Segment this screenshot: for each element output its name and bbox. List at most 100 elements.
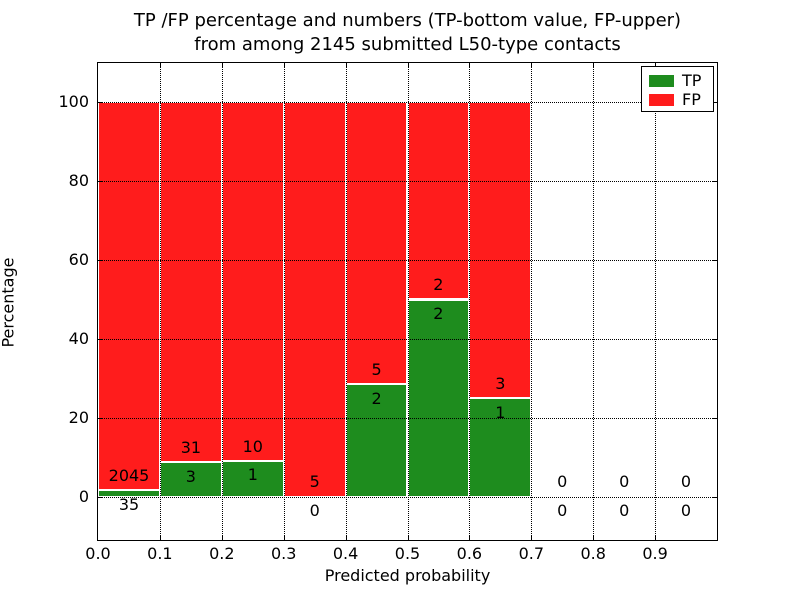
vertical-gridline (159, 63, 161, 540)
fp-count-label: 0 (680, 472, 692, 492)
tp-count-label: 1 (247, 465, 258, 485)
fp-color-swatch (649, 93, 674, 106)
x-tick-mark-bottom (159, 535, 161, 540)
fp-count-label: 3 (495, 373, 506, 393)
chart-title-line2: from among 2145 submitted L50-type conta… (194, 34, 621, 55)
y-tick-label: 20 (68, 407, 89, 427)
fp-count-label: 5 (371, 359, 382, 379)
y-tick-mark-right (712, 496, 717, 498)
x-tick-label: 0.1 (147, 544, 173, 563)
tp-bar-segment (469, 398, 532, 497)
grid-layer (98, 63, 717, 540)
tp-bar-segment (98, 490, 160, 497)
x-tick-label: 0.0 (85, 544, 111, 563)
tp-count-label: 35 (118, 494, 140, 514)
x-tick-mark-top (531, 63, 533, 68)
x-tick-label: 0.6 (456, 544, 483, 563)
horizontal-gridline (98, 417, 717, 419)
fp-bar-segment (345, 102, 408, 384)
chart-title-line1: TP /FP percentage and numbers (TP-bottom… (133, 10, 682, 31)
vertical-gridline (469, 63, 471, 540)
y-tick-label: 80 (68, 171, 89, 191)
y-tick-mark-right (712, 102, 717, 104)
x-tick-mark-bottom (345, 535, 347, 540)
x-tick-mark-top (407, 63, 409, 68)
tp-bar-segment (345, 384, 408, 497)
tp-bar-segment (407, 299, 470, 497)
vertical-gridline (283, 63, 285, 540)
legend-entry-fp: FP (649, 90, 707, 109)
x-tick-label: 0.8 (580, 544, 606, 563)
fp-count-label: 10 (242, 436, 263, 456)
tp-bar-segment (221, 460, 284, 497)
y-tick-label: 40 (68, 329, 89, 348)
y-tick-mark-right (712, 417, 717, 419)
x-tick-label: 0.4 (332, 544, 359, 563)
x-tick-mark-top (345, 63, 347, 68)
chart-title: TP /FP percentage and numbers (TP-bottom… (97, 9, 718, 57)
tp-color-swatch (649, 74, 674, 87)
x-tick-mark-top (593, 63, 595, 68)
y-axis-label: Percentage (0, 257, 18, 348)
vertical-gridline (531, 63, 533, 540)
y-tick-label: 100 (58, 92, 89, 112)
fp-bar-segment (283, 102, 346, 497)
fp-count-label: 2 (433, 275, 444, 295)
x-tick-mark-top (221, 63, 223, 68)
fp-count-label: 2045 (108, 465, 150, 485)
x-tick-label: 0.2 (209, 544, 235, 563)
tp-count-label: 0 (557, 501, 568, 521)
x-tick-mark-bottom (531, 535, 533, 540)
x-tick-label: 0.5 (394, 544, 421, 563)
fp-count-label: 31 (180, 437, 202, 457)
tp-count-label: 2 (371, 388, 382, 408)
x-tick-mark-bottom (407, 535, 409, 540)
x-axis-label: Predicted probability (324, 566, 491, 585)
fp-bar-segment (98, 102, 160, 490)
y-tick-mark-left (98, 181, 103, 183)
tp-count-label: 3 (185, 466, 196, 486)
x-tick-mark-bottom (283, 535, 285, 540)
y-tick-mark-left (98, 260, 103, 262)
tp-count-label: 0 (309, 501, 320, 521)
vertical-gridline (407, 63, 409, 540)
fp-count-label: 0 (557, 472, 568, 492)
tick-layer (98, 63, 717, 540)
y-tick-mark-right (712, 260, 717, 262)
y-tick-mark-right (712, 181, 717, 183)
horizontal-gridline (98, 260, 717, 262)
x-tick-mark-bottom (593, 535, 595, 540)
y-tick-mark-left (98, 339, 103, 340)
tp-count-label: 0 (619, 501, 630, 521)
fp-count-label: 5 (309, 472, 320, 492)
tp-count-label: 0 (680, 501, 692, 521)
x-tick-label: 0.3 (270, 544, 297, 563)
x-tick-mark-bottom (655, 535, 657, 540)
legend-label-fp: FP (682, 89, 701, 109)
y-tick-label: 60 (68, 250, 89, 270)
vertical-gridline (655, 63, 657, 540)
vertical-gridline (345, 63, 347, 540)
y-tick-label: 0 (78, 486, 89, 506)
vertical-gridline (593, 63, 595, 540)
plot-area: 2045 35 31 3 10 1 5 0 5 2 2 2 3 1 0 0 0 0 0 0 TP FP (97, 62, 718, 541)
bar-layer (98, 63, 717, 540)
horizontal-gridline (98, 181, 717, 183)
horizontal-gridline (98, 339, 717, 340)
tp-count-label: 2 (433, 304, 444, 324)
y-tick-mark-right (712, 339, 717, 340)
y-tick-mark-left (98, 417, 103, 419)
legend-entry-tp: TP (649, 71, 707, 90)
x-tick-mark-top (469, 63, 471, 68)
x-tick-mark-bottom (469, 535, 471, 540)
tp-count-label: 1 (495, 402, 506, 422)
x-tick-mark-top (159, 63, 161, 68)
horizontal-gridline (98, 496, 717, 498)
label-layer: 2045 35 31 3 10 1 5 0 5 2 2 2 3 1 0 0 0 0 0 0 (98, 63, 717, 540)
legend-label-tp: TP (682, 70, 702, 90)
x-tick-mark-top (655, 63, 657, 68)
y-tick-mark-left (98, 102, 103, 104)
horizontal-gridline (98, 102, 717, 104)
vertical-gridline (221, 63, 223, 540)
